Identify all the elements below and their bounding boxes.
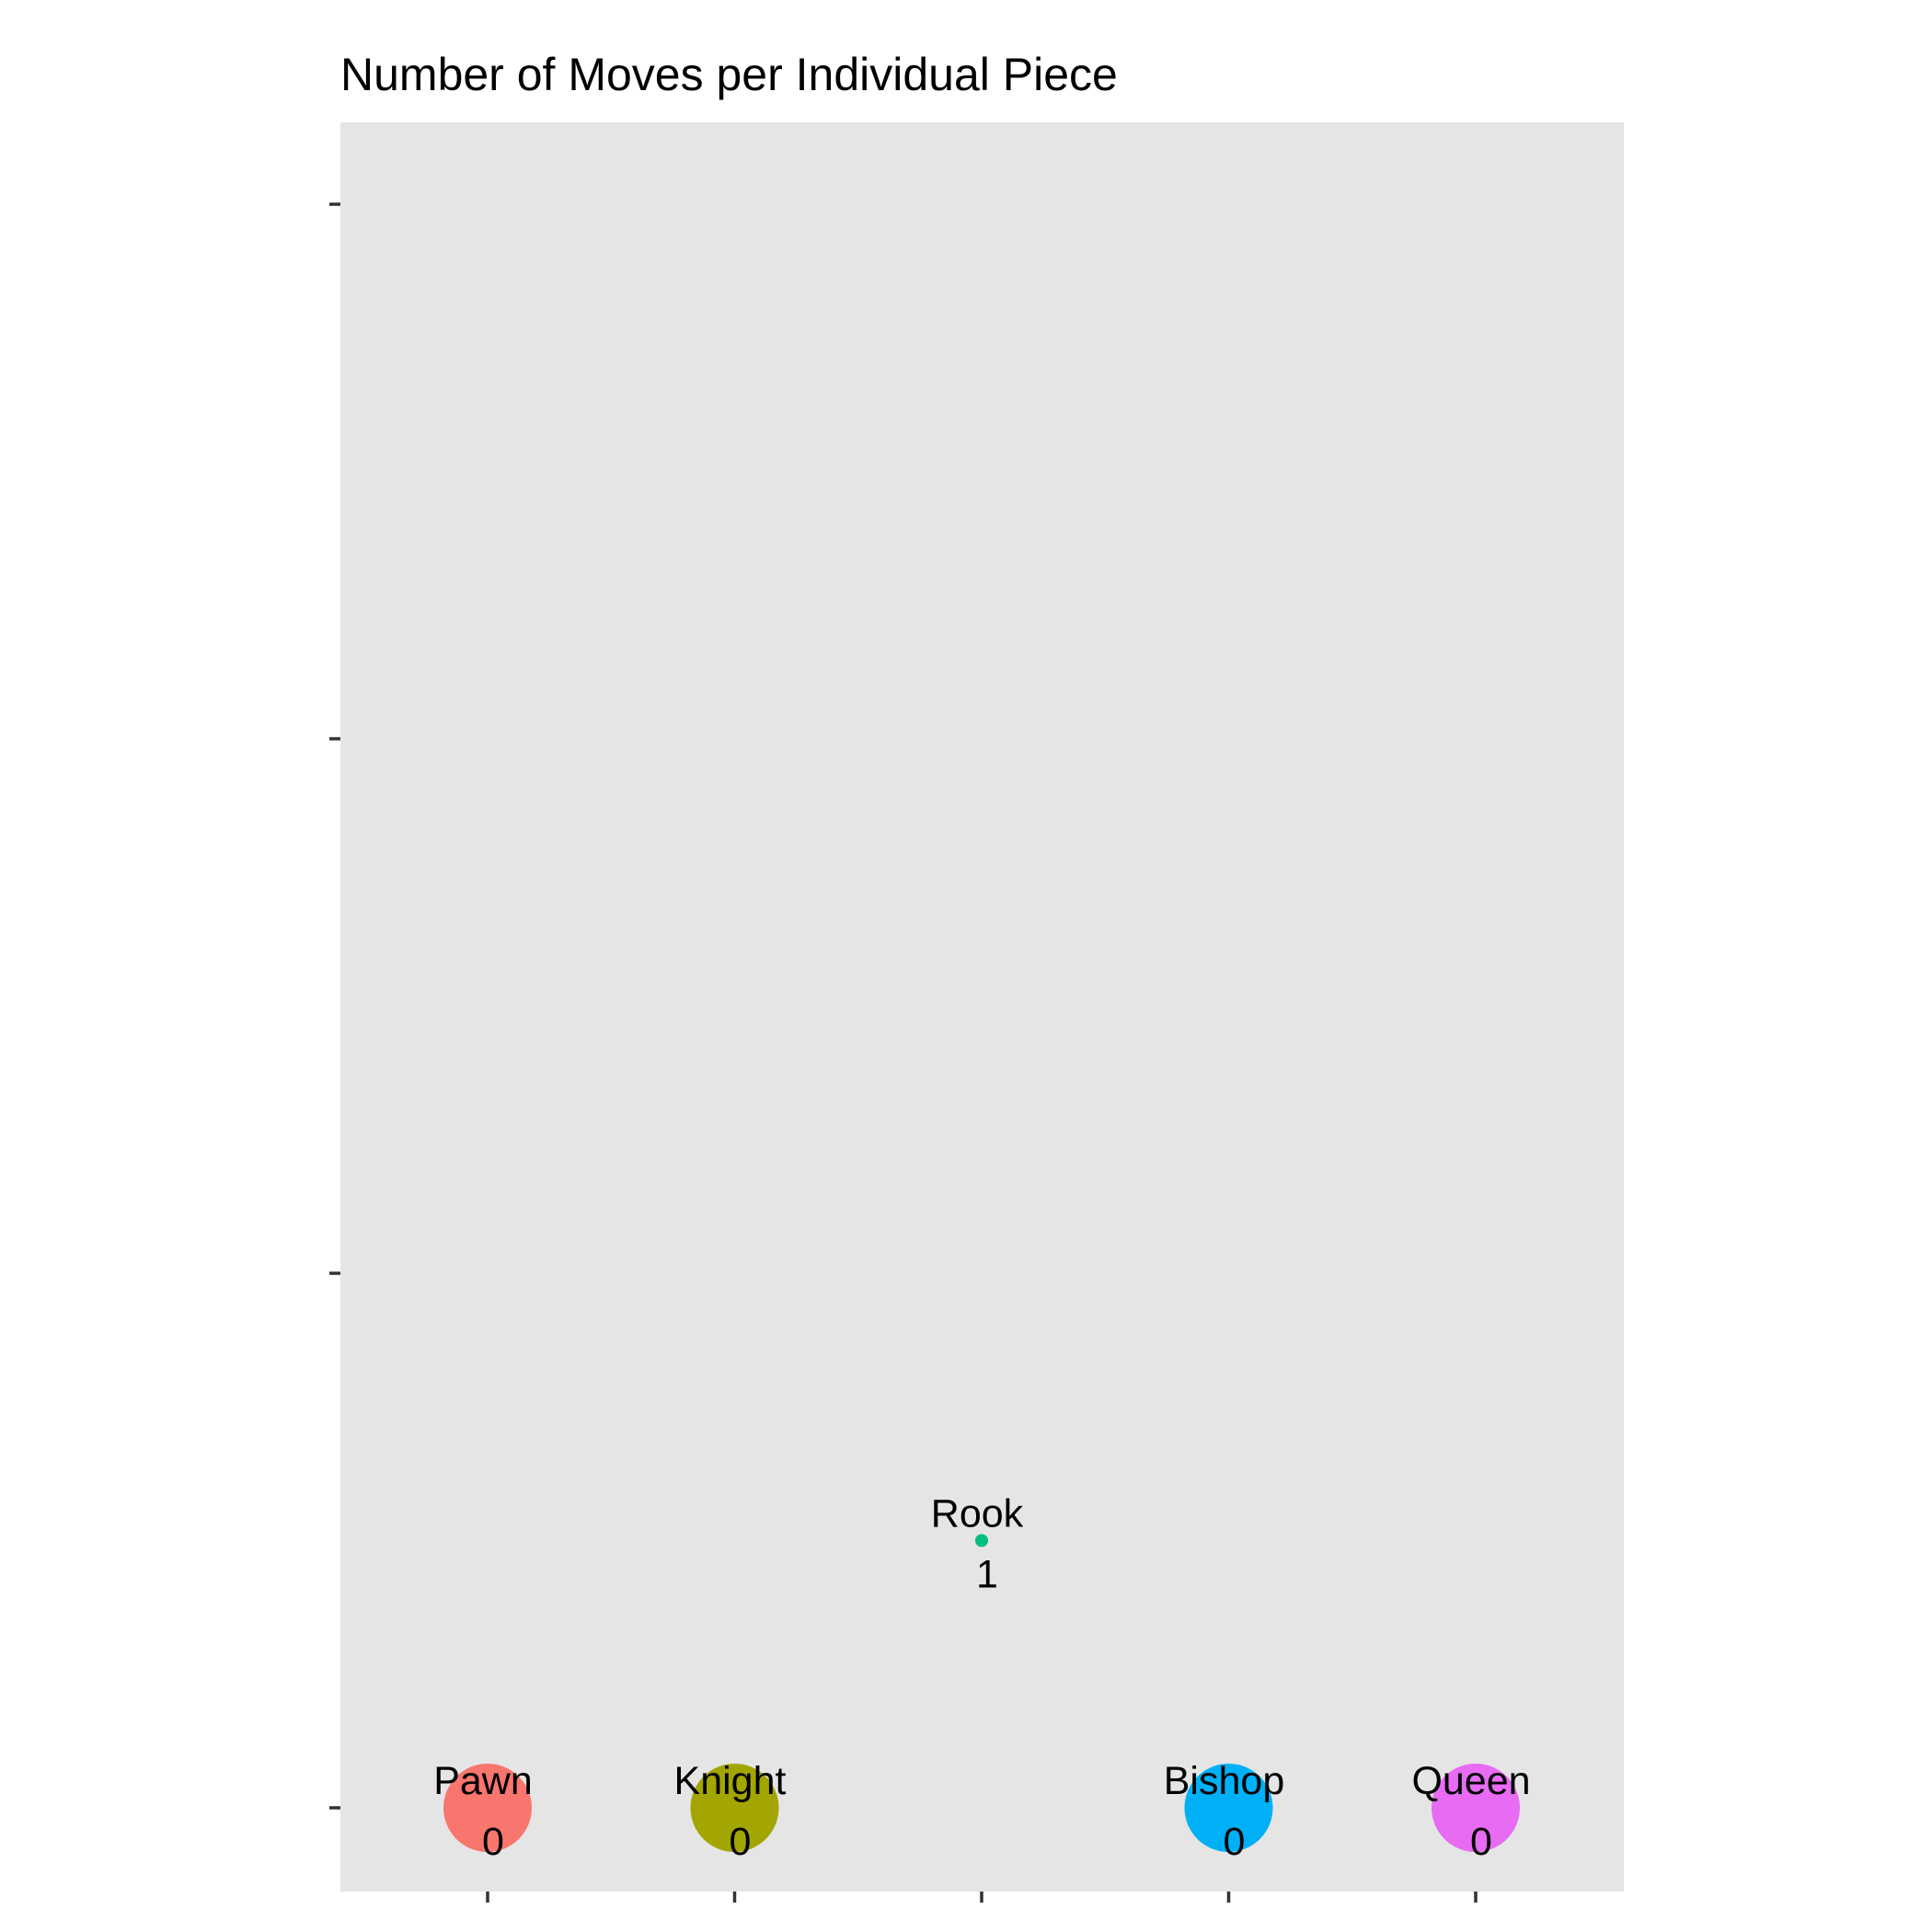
point-pawn xyxy=(443,1764,532,1852)
chart-title: Number of Moves per Individual Piece xyxy=(340,49,1118,100)
y-axis xyxy=(329,202,340,1810)
point-knight xyxy=(690,1764,779,1852)
plot-panel xyxy=(340,122,1624,1892)
value-label-bishop: 0 xyxy=(1224,1820,1246,1864)
point-label-queen: Queen xyxy=(1411,1759,1530,1803)
point-label-pawn: Pawn xyxy=(433,1759,533,1803)
x-axis xyxy=(486,1892,1478,1903)
value-label-knight: 0 xyxy=(730,1820,752,1864)
point-queen xyxy=(1432,1764,1520,1852)
point-bishop xyxy=(1184,1764,1273,1852)
points-layer: Pawn 0 Knight 0 Rook 1 Bishop 0 Queen 0 xyxy=(433,1492,1530,1865)
value-label-rook: 1 xyxy=(976,1553,998,1597)
value-label-pawn: 0 xyxy=(482,1820,504,1864)
point-label-rook: Rook xyxy=(931,1492,1024,1536)
point-label-bishop: Bishop xyxy=(1164,1759,1284,1803)
value-label-queen: 0 xyxy=(1470,1820,1492,1864)
point-label-knight: Knight xyxy=(674,1759,787,1803)
point-rook xyxy=(975,1534,988,1547)
